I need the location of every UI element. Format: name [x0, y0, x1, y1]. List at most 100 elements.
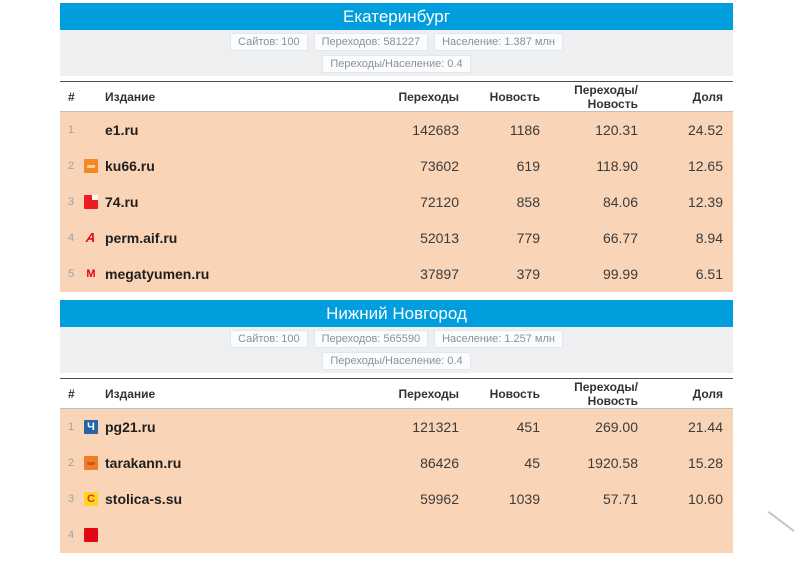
cell-transitions: 142683	[412, 122, 459, 138]
cell-news: 1186	[509, 122, 540, 138]
stat-label: Переходы/Население:	[330, 58, 445, 70]
stat-value: 0.4	[447, 355, 463, 367]
cell-share: 8.94	[695, 230, 723, 246]
favicon-dash	[87, 461, 95, 465]
city-rating-tables: Екатеринбург Сайтов: 100 Переходов: 581227 На…	[60, 3, 733, 561]
stat-label: Переходов:	[321, 333, 381, 345]
cell-share: 10.60	[687, 491, 723, 507]
cell-news: 858	[516, 194, 540, 210]
stat-value: 581227	[383, 36, 421, 48]
stat-label: Сайтов:	[238, 36, 279, 48]
red-favicon-icon	[84, 528, 98, 542]
cell-share: 12.39	[687, 194, 723, 210]
column-header-news[interactable]: Новость	[489, 89, 540, 104]
favicon-dash	[87, 164, 95, 168]
site-link[interactable]: megatyumen.ru	[105, 266, 210, 282]
aif-favicon-icon: A	[84, 231, 98, 245]
site-link[interactable]: tarakann.ru	[105, 455, 182, 471]
column-header-share[interactable]: Доля	[692, 89, 723, 104]
row-rank: 2	[68, 457, 75, 469]
stat-value: 0.4	[447, 58, 463, 70]
diagonal-cursor-artifact	[767, 511, 795, 532]
site-link[interactable]: ku66.ru	[105, 158, 155, 174]
column-header-ratio[interactable]: Переходы/Новость	[574, 379, 638, 408]
site-link[interactable]: 74.ru	[105, 194, 139, 210]
cell-news: 379	[516, 266, 540, 282]
ku66-favicon-icon	[84, 159, 98, 173]
site-link[interactable]: e1.ru	[105, 122, 139, 138]
row-rank: 3	[68, 493, 75, 505]
favicon-letter: C	[87, 493, 95, 505]
stat-chip: Переходов: 565590	[313, 330, 429, 348]
stat-chip: Сайтов: 100	[230, 330, 308, 348]
stats-band: Сайтов: 100 Переходов: 565590 Население: 1.25…	[60, 327, 733, 373]
cell-transitions: 72120	[420, 194, 459, 210]
site-link[interactable]: pg21.ru	[105, 419, 156, 435]
stat-label: Переходы/Население:	[330, 355, 445, 367]
cell-transitions: 73602	[420, 158, 459, 174]
stats-line: Переходы/Население: 0.4	[322, 55, 471, 73]
cell-ratio: 84.06	[602, 194, 638, 210]
tarakan-favicon-icon	[84, 456, 98, 470]
column-header-news[interactable]: Новость	[489, 386, 540, 401]
site-cell: e1.ru	[84, 122, 344, 138]
row-rank: 5	[68, 268, 75, 280]
site-link[interactable]: perm.aif.ru	[105, 230, 178, 246]
cell-news: 619	[516, 158, 540, 174]
favicon-letter: M	[86, 268, 96, 280]
row-rank: 2	[68, 160, 75, 172]
stat-chip: Переходов: 581227	[313, 33, 429, 51]
cell-share: 12.65	[687, 158, 723, 174]
column-header-site[interactable]: Издание	[105, 89, 156, 104]
stat-value: 100	[281, 333, 300, 345]
column-header-site[interactable]: Издание	[105, 386, 156, 401]
stats-line: Сайтов: 100 Переходов: 565590 Население: 1.25…	[230, 330, 563, 348]
table-body: 1 e1.ru 142683 1186 120.31 24.52 2 ku66.ru 73602…	[60, 112, 733, 292]
column-header-rank[interactable]: #	[68, 89, 75, 104]
stat-label: Сайтов:	[238, 333, 279, 345]
site-cell: ku66.ru	[84, 158, 344, 174]
stat-value: 1.257 млн	[504, 333, 555, 345]
stat-label: Переходов:	[321, 36, 381, 48]
site-cell: tarakann.ru	[84, 455, 344, 471]
site-link[interactable]: stolica-s.su	[105, 491, 183, 507]
row-rank: 3	[68, 196, 75, 208]
cell-ratio: 66.77	[602, 230, 638, 246]
cell-transitions: 52013	[420, 230, 459, 246]
table-header-row: # Издание Переходы Новость Переходы/Новость Д…	[60, 378, 733, 409]
cell-transitions: 37897	[420, 266, 459, 282]
stat-chip: Переходы/Население: 0.4	[322, 55, 471, 73]
row-rank: 1	[68, 421, 75, 433]
cell-ratio: 118.90	[596, 158, 638, 174]
cell-transitions: 86426	[420, 455, 459, 471]
cell-news: 779	[516, 230, 540, 246]
cell-ratio: 269.00	[595, 419, 638, 435]
stats-line: Сайтов: 100 Переходов: 581227 Население: 1.38…	[230, 33, 563, 51]
column-header-transitions[interactable]: Переходы	[398, 386, 459, 401]
cell-ratio: 120.31	[595, 122, 638, 138]
column-header-rank[interactable]: #	[68, 386, 75, 401]
stat-value: 1.387 млн	[504, 36, 555, 48]
cell-share: 15.28	[687, 455, 723, 471]
table-row: 2 tarakann.ru 86426 45 1920.58 15.28	[60, 445, 733, 481]
mega-favicon-icon: M	[84, 267, 98, 281]
cell-share: 21.44	[687, 419, 723, 435]
column-header-transitions[interactable]: Переходы	[398, 89, 459, 104]
table-row: 2 ku66.ru 73602 619 118.90 12.65	[60, 148, 733, 184]
city-section: Нижний Новгород Сайтов: 100 Переходов: 56559…	[60, 300, 733, 553]
cell-ratio: 1920.58	[587, 455, 638, 471]
stat-value: 100	[281, 36, 300, 48]
column-header-ratio[interactable]: Переходы/Новость	[574, 82, 638, 111]
site-cell	[84, 528, 344, 542]
cell-share: 24.52	[687, 122, 723, 138]
site-cell: 74.ru	[84, 194, 344, 210]
column-header-share[interactable]: Доля	[692, 386, 723, 401]
cell-share: 6.51	[695, 266, 723, 282]
74-favicon-icon	[84, 195, 98, 209]
cell-ratio: 99.99	[602, 266, 638, 282]
